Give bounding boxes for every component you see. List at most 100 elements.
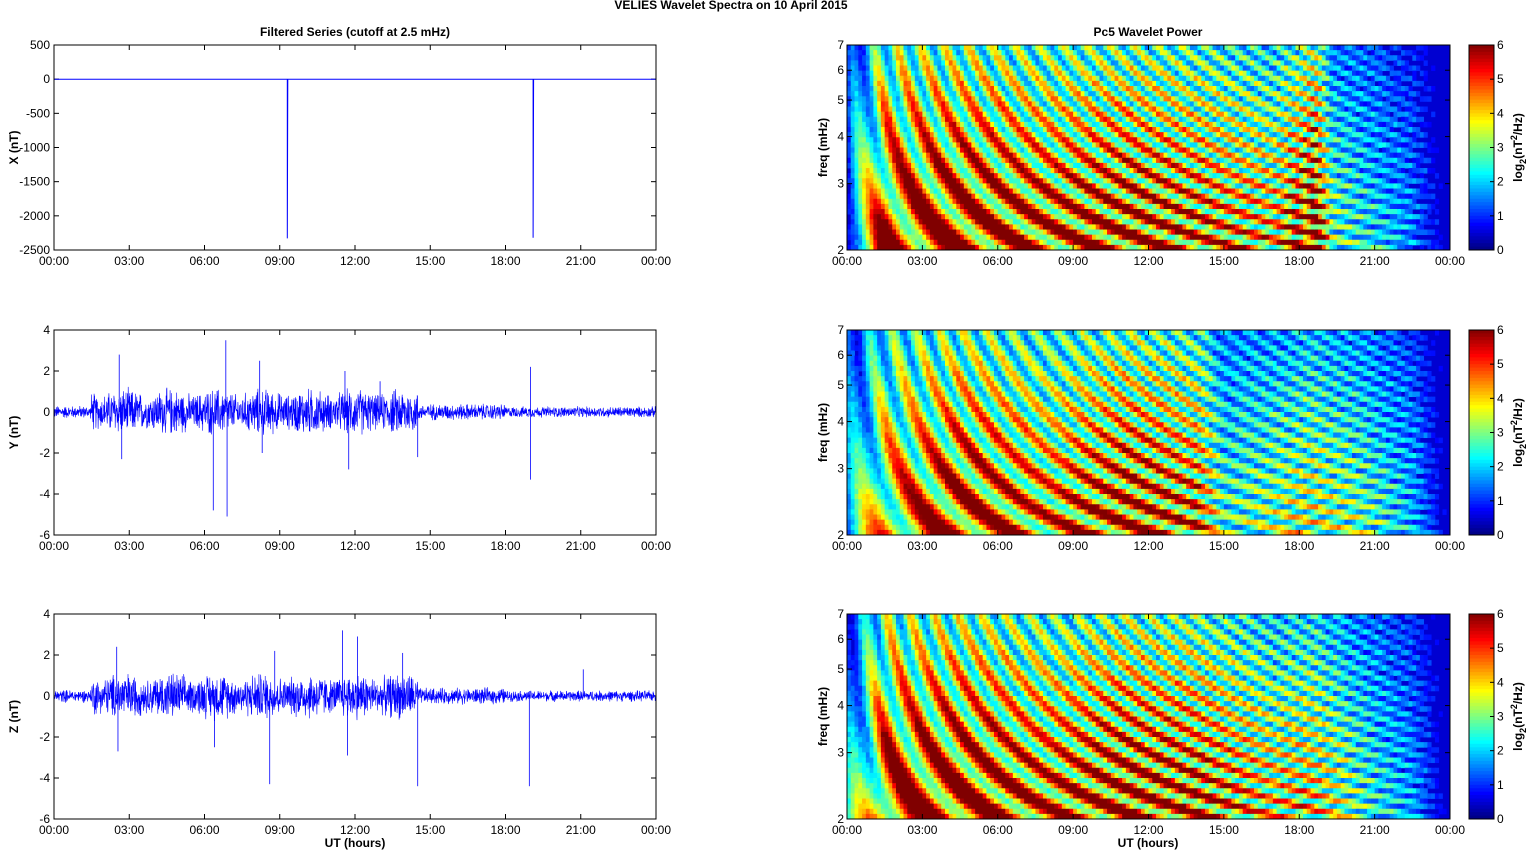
heatmap-cell — [1277, 235, 1281, 241]
heatmap-cell — [1141, 55, 1145, 61]
heatmap-cell — [1299, 71, 1303, 77]
heatmap-cell — [1043, 60, 1047, 66]
heatmap-cell — [1171, 112, 1175, 118]
heatmap-cell — [1149, 117, 1153, 123]
heatmap-cell — [1122, 71, 1126, 77]
heatmap-cell — [953, 163, 957, 169]
heatmap-cell — [1156, 71, 1160, 77]
heatmap-cell — [1243, 91, 1247, 97]
heatmap-cell — [1194, 60, 1198, 66]
heatmap-cell — [949, 81, 953, 87]
heatmap-cell — [870, 230, 874, 236]
heatmap-cell — [983, 148, 987, 154]
heatmap-cell — [1122, 183, 1126, 189]
heatmap-cell — [1111, 45, 1115, 51]
heatmap-cell — [1122, 230, 1126, 236]
heatmap-cell — [1088, 209, 1092, 215]
heatmap-cell — [1069, 204, 1073, 210]
heatmap-cell — [1122, 163, 1126, 169]
heatmap-cell — [1239, 132, 1243, 138]
heatmap-cell — [1126, 153, 1130, 159]
heatmap-cell — [1096, 214, 1100, 220]
heatmap-cell — [1186, 96, 1190, 102]
heatmap-cell — [877, 50, 881, 56]
heatmap-cell — [907, 199, 911, 205]
heatmap-cell — [1239, 173, 1243, 179]
heatmap-cell — [1250, 127, 1254, 133]
heatmap-cell — [983, 91, 987, 97]
heatmap-cell — [937, 71, 941, 77]
heatmap-cell — [964, 209, 968, 215]
heatmap-cell — [1058, 173, 1062, 179]
heatmap-cell — [975, 148, 979, 154]
heatmap-cell — [1179, 173, 1183, 179]
heatmap-cell — [900, 168, 904, 174]
heatmap-cell — [941, 235, 945, 241]
heatmap-cell — [1152, 112, 1156, 118]
heatmap-cell — [1073, 230, 1077, 236]
heatmap-cell — [1103, 86, 1107, 92]
heatmap-cell — [1024, 127, 1028, 133]
heatmap-cell — [1058, 101, 1062, 107]
heatmap-cell — [900, 235, 904, 241]
heatmap-cell — [915, 122, 919, 128]
heatmap-cell — [1292, 112, 1296, 118]
heatmap-cell — [1269, 189, 1273, 195]
heatmap-cell — [1194, 224, 1198, 230]
heatmap-cell — [873, 117, 877, 123]
heatmap-cell — [1111, 173, 1115, 179]
heatmap-cell — [1235, 173, 1239, 179]
heatmap-cell — [1262, 224, 1266, 230]
heatmap-cell — [851, 112, 855, 118]
heatmap-cell — [1084, 235, 1088, 241]
heatmap-cell — [896, 127, 900, 133]
heatmap-cell — [1035, 158, 1039, 164]
heatmap-cell — [1197, 76, 1201, 82]
heatmap-cell — [1235, 107, 1239, 113]
heatmap-cell — [1054, 235, 1058, 241]
heatmap-cell — [881, 194, 885, 200]
heatmap-cell — [1179, 122, 1183, 128]
heatmap-cell — [1100, 163, 1104, 169]
heatmap-cell — [919, 71, 923, 77]
heatmap-cell — [1164, 199, 1168, 205]
heatmap-cell — [1299, 132, 1303, 138]
heatmap-cell — [1258, 86, 1262, 92]
heatmap-cell — [1254, 148, 1258, 154]
heatmap-cell — [1032, 183, 1036, 189]
heatmap-cell — [1231, 45, 1235, 51]
heatmap-cell — [937, 199, 941, 205]
heatmap-cell — [968, 240, 972, 246]
heatmap-cell — [1277, 189, 1281, 195]
x-tick-label: 21:00 — [566, 254, 596, 268]
heatmap-cell — [1149, 137, 1153, 143]
heatmap-cell — [900, 189, 904, 195]
heatmap-cell — [1152, 189, 1156, 195]
heatmap-cell — [975, 60, 979, 66]
heatmap-cell — [1269, 55, 1273, 61]
heatmap-cell — [986, 76, 990, 82]
heatmap-cell — [1250, 183, 1254, 189]
heatmap-cell — [1092, 112, 1096, 118]
heatmap-cell — [1051, 122, 1055, 128]
heatmap-cell — [964, 71, 968, 77]
heatmap-cell — [862, 96, 866, 102]
heatmap-cell — [851, 194, 855, 200]
heatmap-cell — [1039, 168, 1043, 174]
heatmap-cell — [1118, 137, 1122, 143]
heatmap-cell — [1235, 214, 1239, 220]
heatmap-cell — [930, 219, 934, 225]
heatmap-cell — [1115, 204, 1119, 210]
heatmap-cell — [990, 142, 994, 148]
heatmap-cell — [949, 71, 953, 77]
heatmap-cell — [1175, 235, 1179, 241]
heatmap-cell — [1190, 209, 1194, 215]
heatmap-cell — [1167, 76, 1171, 82]
heatmap-cell — [990, 224, 994, 230]
x-tick-label: 12:00 — [340, 254, 370, 268]
heatmap-cell — [1269, 81, 1273, 87]
heatmap-cell — [1167, 178, 1171, 184]
heatmap-cell — [1254, 81, 1258, 87]
heatmap-cell — [1228, 96, 1232, 102]
heatmap-cell — [1262, 142, 1266, 148]
